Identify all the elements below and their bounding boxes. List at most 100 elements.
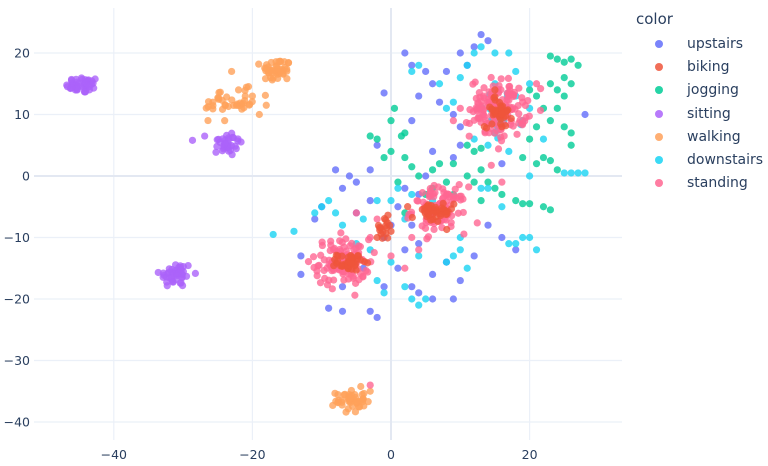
data-point[interactable] [255, 60, 263, 68]
data-point[interactable] [387, 117, 395, 125]
data-point[interactable] [487, 73, 495, 82]
data-point[interactable] [338, 307, 347, 315]
data-point[interactable] [344, 405, 352, 413]
data-point[interactable] [359, 215, 367, 223]
data-point[interactable] [435, 80, 444, 88]
data-point[interactable] [327, 237, 335, 245]
data-point[interactable] [348, 239, 356, 247]
data-point[interactable] [373, 135, 381, 143]
data-point[interactable] [248, 92, 256, 100]
data-point[interactable] [351, 391, 359, 399]
data-point[interactable] [415, 61, 423, 69]
data-point[interactable] [404, 203, 412, 211]
data-point[interactable] [574, 169, 582, 177]
data-point[interactable] [387, 227, 395, 235]
data-point[interactable] [376, 226, 384, 234]
data-point[interactable] [539, 153, 548, 162]
data-point[interactable] [546, 52, 554, 60]
data-point[interactable] [509, 122, 517, 130]
data-point[interactable] [513, 130, 521, 138]
data-point[interactable] [351, 291, 359, 299]
data-point[interactable] [491, 86, 499, 94]
data-point[interactable] [484, 184, 492, 192]
data-point[interactable] [297, 252, 305, 260]
data-point[interactable] [536, 106, 545, 115]
data-point[interactable] [466, 106, 474, 114]
data-point[interactable] [248, 98, 256, 106]
data-point[interactable] [334, 399, 342, 407]
data-point[interactable] [553, 55, 561, 63]
data-point[interactable] [519, 200, 527, 208]
data-point[interactable] [422, 295, 430, 303]
data-point[interactable] [373, 215, 381, 223]
data-point[interactable] [463, 264, 471, 272]
data-point[interactable] [498, 123, 506, 131]
data-point[interactable] [504, 74, 512, 83]
data-point[interactable] [401, 184, 409, 192]
data-point[interactable] [408, 67, 416, 76]
data-point[interactable] [526, 135, 534, 143]
data-point[interactable] [463, 172, 471, 180]
data-point[interactable] [574, 61, 582, 69]
data-point[interactable] [311, 209, 319, 217]
data-point[interactable] [484, 37, 492, 45]
data-point[interactable] [519, 98, 527, 106]
data-point[interactable] [347, 259, 355, 267]
data-point[interactable] [229, 133, 237, 142]
data-point[interactable] [456, 276, 464, 285]
data-point[interactable] [353, 398, 361, 406]
data-point[interactable] [484, 221, 492, 229]
data-point[interactable] [408, 163, 416, 171]
data-point[interactable] [490, 94, 498, 102]
data-point[interactable] [484, 178, 492, 186]
data-point[interactable] [449, 110, 457, 119]
data-point[interactable] [479, 106, 487, 114]
data-point[interactable] [567, 169, 575, 177]
legend-item-upstairs[interactable]: upstairs [636, 32, 763, 55]
data-point[interactable] [380, 283, 388, 291]
data-point[interactable] [515, 110, 523, 118]
data-point[interactable] [323, 281, 332, 289]
data-point[interactable] [546, 117, 554, 125]
data-point[interactable] [546, 157, 554, 165]
data-point[interactable] [357, 256, 365, 264]
data-point[interactable] [408, 61, 416, 69]
data-point[interactable] [491, 184, 499, 192]
data-point[interactable] [415, 240, 423, 248]
data-point[interactable] [325, 304, 333, 312]
data-point[interactable] [82, 79, 90, 87]
data-point[interactable] [201, 132, 209, 140]
data-point[interactable] [477, 166, 485, 174]
data-point[interactable] [401, 153, 409, 162]
data-point[interactable] [553, 166, 561, 174]
data-point[interactable] [202, 104, 210, 112]
data-point[interactable] [394, 264, 402, 272]
data-point[interactable] [215, 88, 223, 97]
data-point[interactable] [191, 269, 200, 278]
data-point[interactable] [560, 58, 568, 66]
data-point[interactable] [373, 197, 381, 205]
data-point[interactable] [525, 112, 533, 120]
data-point[interactable] [315, 261, 323, 269]
data-point[interactable] [449, 252, 457, 260]
data-point[interactable] [387, 258, 395, 266]
data-point[interactable] [567, 129, 575, 137]
data-point[interactable] [318, 203, 326, 211]
data-point[interactable] [449, 117, 457, 125]
data-point[interactable] [456, 49, 464, 57]
data-point[interactable] [204, 116, 212, 125]
data-point[interactable] [442, 104, 451, 112]
data-point[interactable] [422, 67, 430, 76]
data-point[interactable] [460, 230, 468, 238]
data-point[interactable] [526, 233, 534, 242]
data-point[interactable] [347, 253, 355, 261]
data-point[interactable] [477, 30, 485, 39]
data-point[interactable] [526, 172, 534, 180]
data-point[interactable] [526, 200, 534, 208]
data-point[interactable] [261, 91, 269, 99]
data-point[interactable] [234, 86, 243, 94]
data-point[interactable] [443, 190, 452, 198]
data-point[interactable] [317, 251, 325, 259]
data-point[interactable] [380, 153, 388, 162]
data-point[interactable] [581, 110, 589, 119]
